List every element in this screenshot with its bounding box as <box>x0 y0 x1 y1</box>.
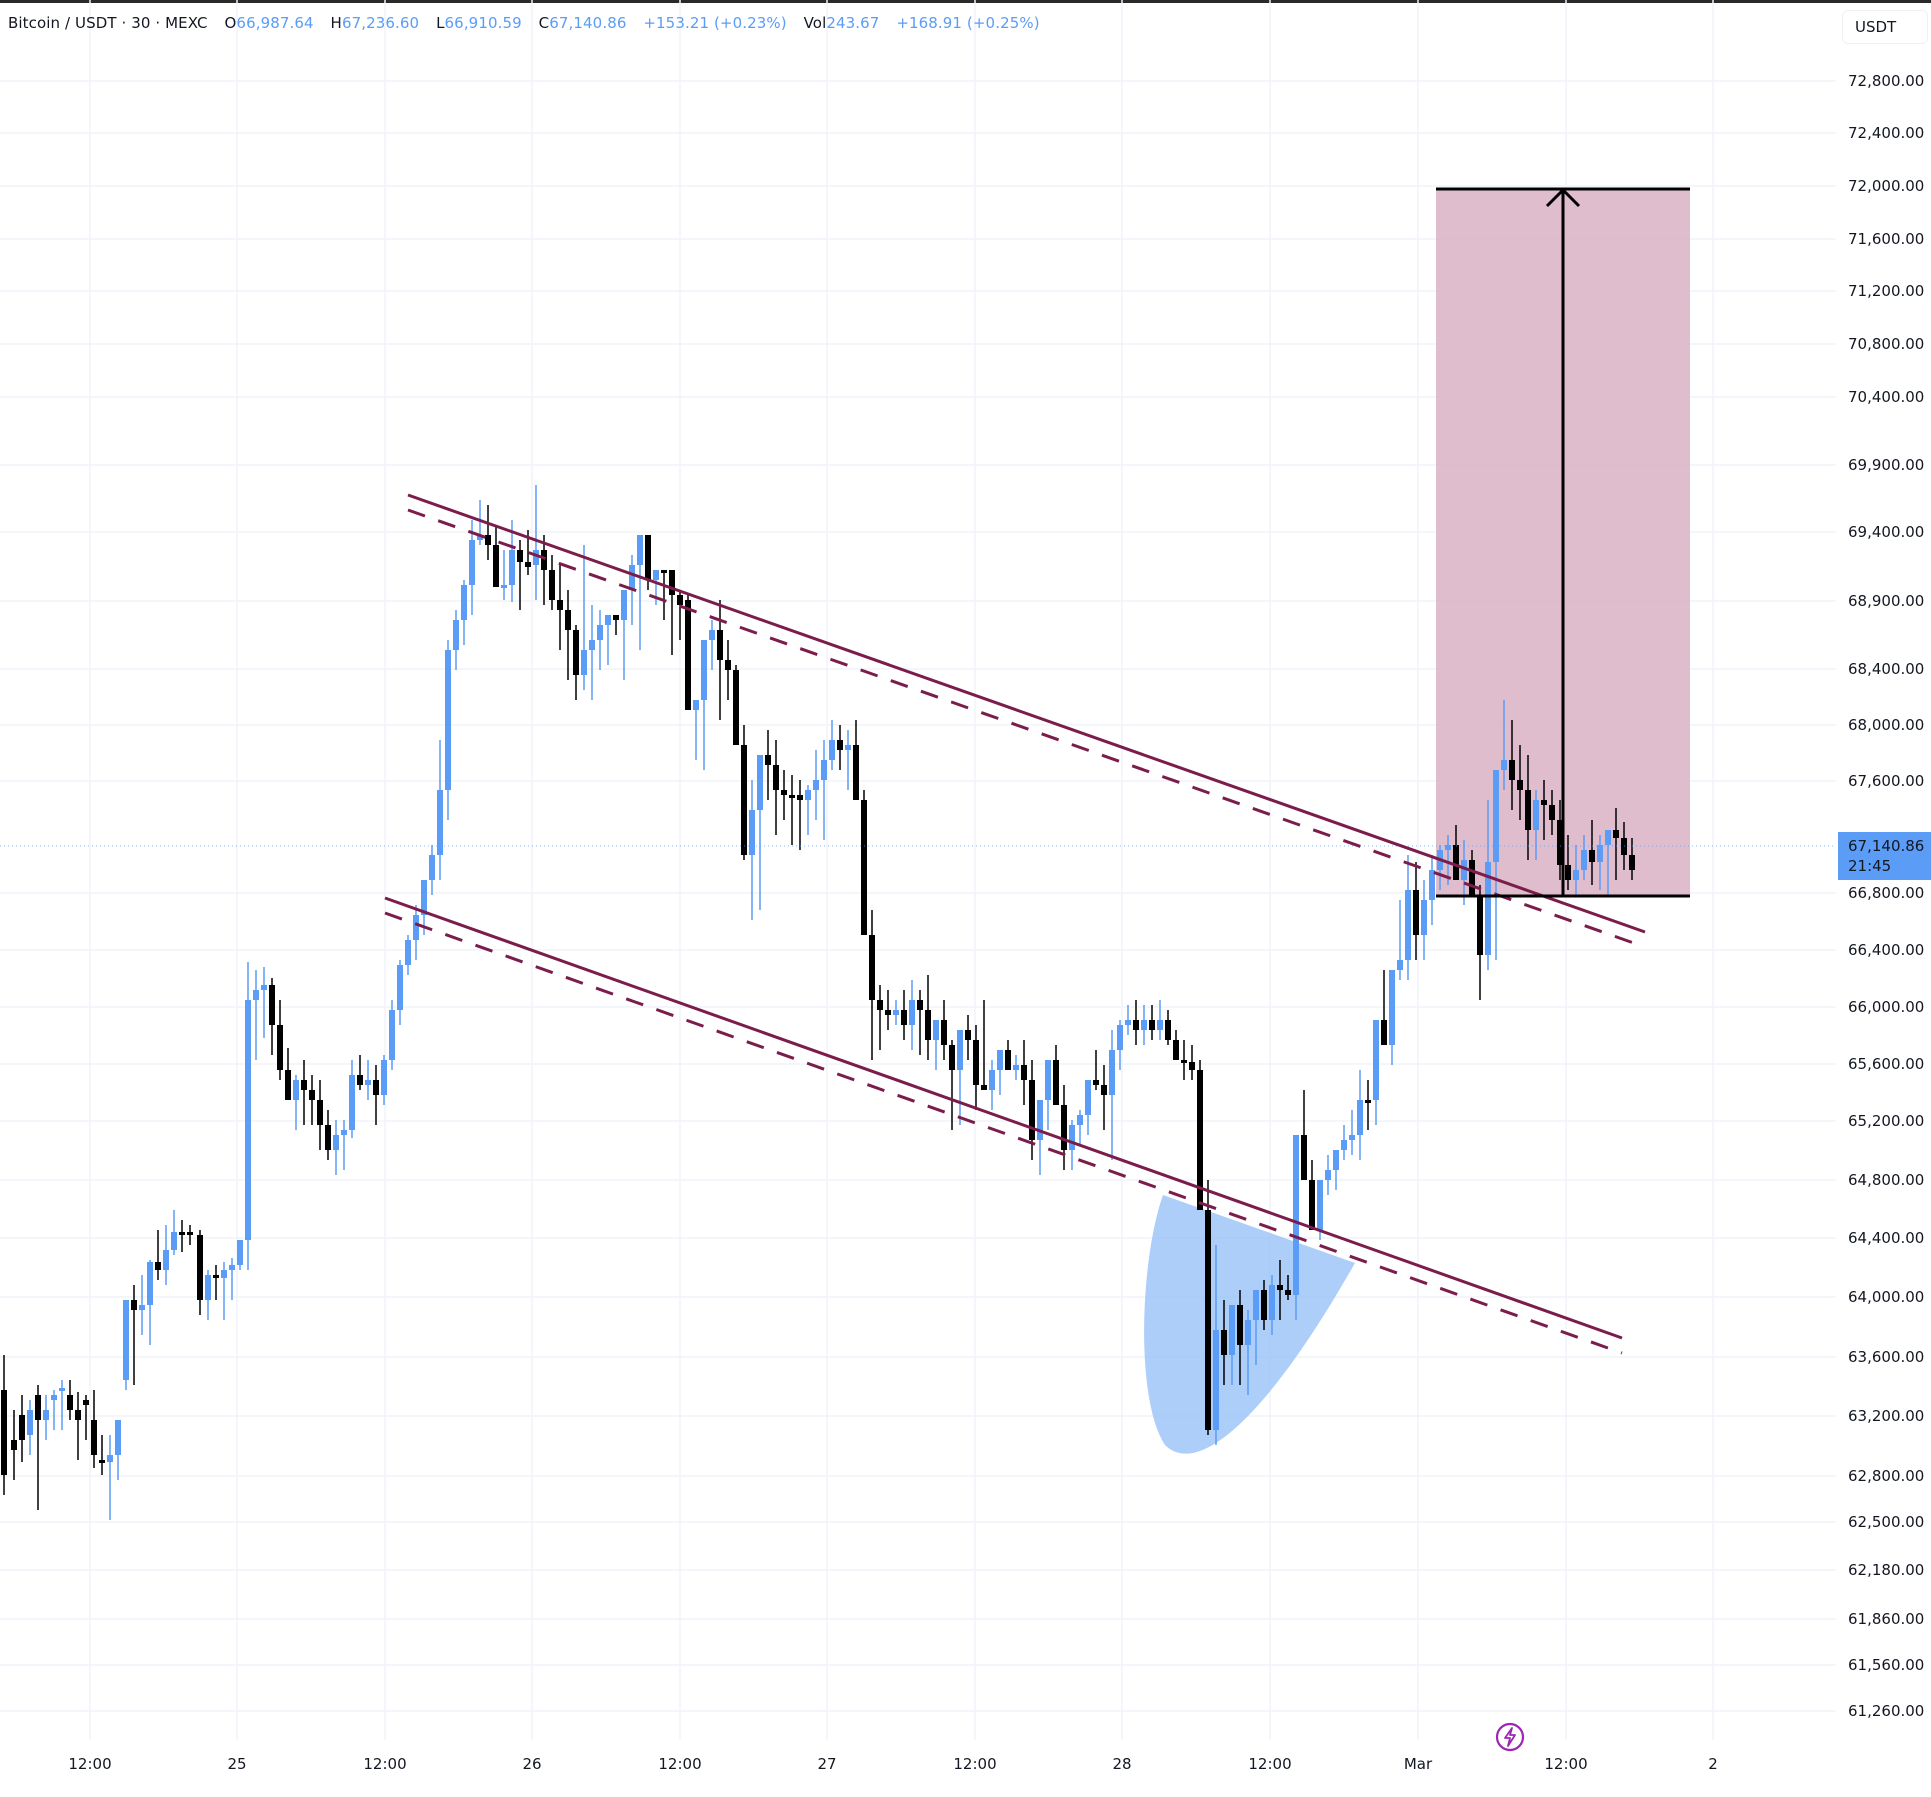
price-axis-label: 66,800.00 <box>1848 884 1925 902</box>
price-axis-label: 66,400.00 <box>1848 941 1925 959</box>
bar-countdown: 21:45 <box>1848 857 1892 875</box>
time-axis-label: Mar <box>1403 1755 1433 1773</box>
currency-unit-button[interactable]: USDT <box>1842 10 1928 44</box>
price-axis-label: 62,800.00 <box>1848 1467 1925 1485</box>
time-axis-label: 12:00 <box>658 1755 702 1773</box>
time-axis-label: 25 <box>227 1755 247 1773</box>
time-axis-label: 12:00 <box>953 1755 997 1773</box>
price-axis[interactable]: 72,800.00 72,400.00 72,000.00 71,600.00 71,2… <box>1836 0 1931 1740</box>
price-axis-label: 68,000.00 <box>1848 716 1925 734</box>
channel-upper-dashed-line[interactable] <box>407 508 1646 949</box>
price-axis-label: 66,000.00 <box>1848 998 1925 1016</box>
price-axis-label: 69,400.00 <box>1848 523 1925 541</box>
time-axis-label: 12:00 <box>1248 1755 1292 1773</box>
price-axis-label: 65,200.00 <box>1848 1112 1925 1130</box>
channel-lower-line[interactable] <box>384 896 1623 1340</box>
close-value: 67,140.86 <box>549 14 627 32</box>
price-axis-label: 65,600.00 <box>1848 1055 1925 1073</box>
time-axis-label: 12:00 <box>1544 1755 1588 1773</box>
candlestick-series <box>1 485 1635 1520</box>
price-axis-label: 63,200.00 <box>1848 1407 1925 1425</box>
volume-value: 243.67 <box>826 14 880 32</box>
lightning-icon[interactable] <box>1495 1722 1525 1752</box>
price-axis-label: 64,400.00 <box>1848 1229 1925 1247</box>
time-axis[interactable]: 12:00 25 12:00 26 12:00 27 12:00 28 12:00 Mar 12:0… <box>0 1755 1836 1795</box>
last-price-value: 67,140.86 <box>1848 837 1925 855</box>
arrow-up-icon <box>1545 187 1581 208</box>
symbol-legend[interactable]: Bitcoin / USDT · 30 · MEXC O66,987.64 H6… <box>8 14 1052 32</box>
price-axis-label: 70,400.00 <box>1848 388 1925 406</box>
open-label: O <box>224 14 237 32</box>
price-axis-label: 69,900.00 <box>1848 456 1925 474</box>
last-price-badge: 67,140.86 21:45 <box>1838 832 1931 880</box>
time-axis-label: 12:00 <box>363 1755 407 1773</box>
high-value: 67,236.60 <box>341 14 420 32</box>
close-label: C <box>538 14 550 32</box>
volume-label: Vol <box>803 14 827 32</box>
price-axis-label: 61,260.00 <box>1848 1702 1925 1720</box>
time-axis-label: 27 <box>817 1755 837 1773</box>
time-axis-label: 12:00 <box>68 1755 112 1773</box>
price-axis-label: 68,900.00 <box>1848 592 1925 610</box>
descending-channel[interactable] <box>384 493 1646 1355</box>
low-label: L <box>436 14 445 32</box>
price-axis-label: 63,600.00 <box>1848 1348 1925 1366</box>
low-value: 66,910.59 <box>444 14 522 32</box>
time-axis-label: 2 <box>1708 1755 1718 1773</box>
channel-lower-dashed-line[interactable] <box>384 911 1623 1355</box>
channel-upper-line[interactable] <box>407 493 1646 934</box>
high-label: H <box>330 14 342 32</box>
price-axis-label: 72,800.00 <box>1848 72 1925 90</box>
price-axis-label: 62,500.00 <box>1848 1513 1925 1531</box>
price-chart-canvas[interactable] <box>0 0 1836 1750</box>
price-axis-label: 70,800.00 <box>1848 335 1925 353</box>
price-axis-label: 64,800.00 <box>1848 1171 1925 1189</box>
price-axis-label: 72,400.00 <box>1848 124 1925 142</box>
price-axis-label: 67,600.00 <box>1848 772 1925 790</box>
change-value: +153.21 (+0.23%) <box>643 14 787 32</box>
price-axis-label: 61,860.00 <box>1848 1610 1925 1628</box>
currency-unit-label: USDT <box>1855 18 1897 36</box>
price-axis-label: 64,000.00 <box>1848 1288 1925 1306</box>
price-axis-label: 68,400.00 <box>1848 660 1925 678</box>
window-top-border <box>0 0 1931 3</box>
price-axis-label: 71,600.00 <box>1848 230 1925 248</box>
price-axis-label: 61,560.00 <box>1848 1656 1925 1674</box>
time-axis-label: 26 <box>522 1755 542 1773</box>
symbol-title[interactable]: Bitcoin / USDT · 30 · MEXC <box>8 14 208 32</box>
price-axis-label: 72,000.00 <box>1848 177 1925 195</box>
time-axis-label: 28 <box>1112 1755 1132 1773</box>
volume-change-value: +168.91 (+0.25%) <box>896 14 1040 32</box>
open-value: 66,987.64 <box>236 14 314 32</box>
price-axis-label: 71,200.00 <box>1848 282 1925 300</box>
price-axis-label: 62,180.00 <box>1848 1561 1925 1579</box>
